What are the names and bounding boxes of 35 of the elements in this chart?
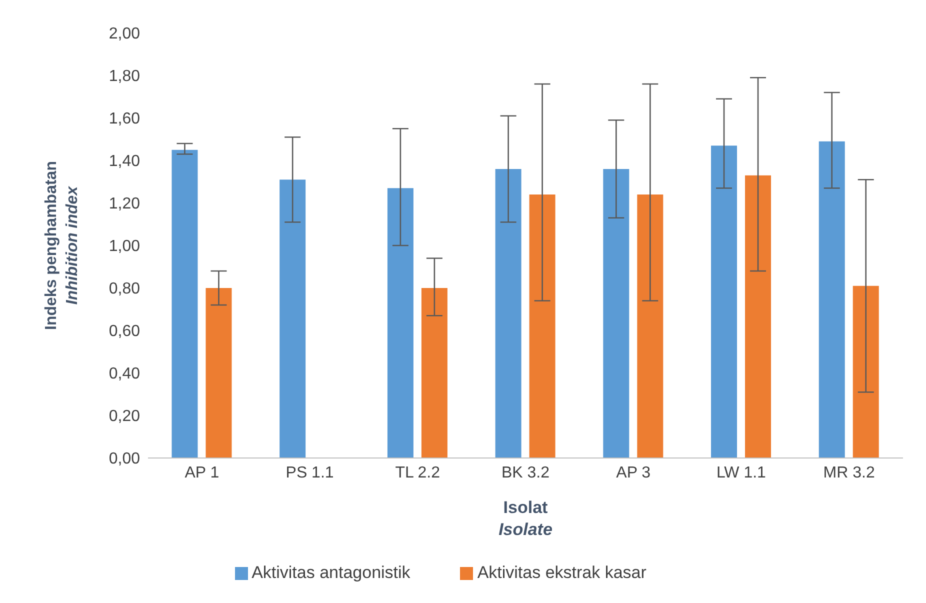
y-tick-label: 0,20 — [108, 408, 140, 426]
bar — [818, 141, 845, 458]
bar — [495, 169, 522, 458]
y-tick-label: 0,00 — [108, 450, 140, 468]
bar — [637, 194, 664, 458]
x-tick-label: TL 2.2 — [395, 464, 440, 482]
x-tick-label: MR 3.2 — [823, 464, 875, 482]
x-axis-title: Isolat Isolate — [498, 498, 552, 539]
bar — [206, 288, 232, 458]
x-tick-label: PS 1.1 — [286, 464, 334, 482]
legend-label: Aktivitas ekstrak kasar — [477, 563, 646, 582]
y-axis-title: Indeks penghambatan Inhibition index — [43, 161, 81, 330]
y-tick-label: 1,00 — [108, 238, 140, 256]
bar — [421, 288, 448, 458]
bar — [280, 180, 306, 458]
bar — [529, 194, 556, 458]
bar — [603, 169, 630, 458]
bar — [387, 188, 414, 458]
x-tick-label: AP 1 — [184, 464, 220, 482]
y-tick-label: 2,00 — [108, 26, 140, 43]
bar — [852, 286, 879, 458]
x-tick-label: BK 3.2 — [501, 464, 550, 482]
bar — [745, 175, 772, 458]
y-tick-label: 1,20 — [108, 196, 140, 213]
y-tick-label: 0,60 — [108, 323, 140, 340]
x-tick-label: LW 1.1 — [716, 464, 766, 482]
y-tick-label: 1,60 — [108, 110, 140, 128]
bar — [711, 146, 738, 458]
x-tick-label: AP 3 — [616, 464, 651, 482]
legend-label: Aktivitas antagonistik — [252, 563, 410, 582]
y-tick-label: 0,80 — [108, 280, 140, 298]
y-tick-label: 1,80 — [108, 68, 140, 86]
bar — [172, 150, 198, 458]
y-tick-label: 1,40 — [108, 153, 140, 170]
y-tick-label: 0,40 — [108, 366, 140, 383]
